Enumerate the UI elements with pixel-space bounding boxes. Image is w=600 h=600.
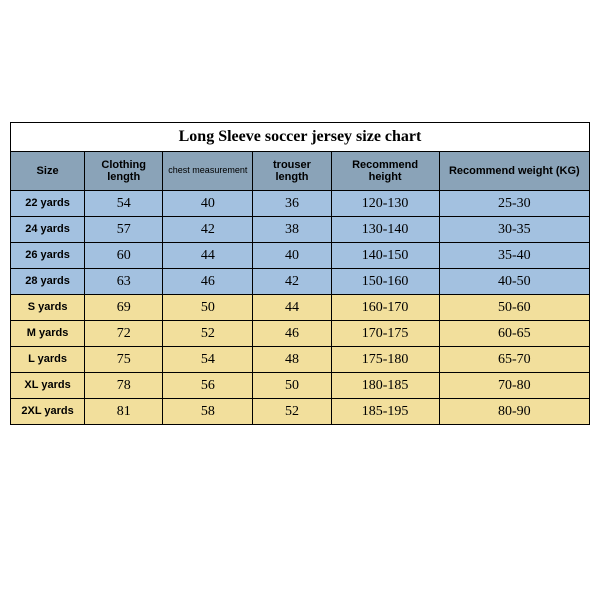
value-cell: 150-160 (331, 269, 439, 295)
value-cell: 35-40 (439, 243, 589, 269)
table-row: S yards695044160-17050-60 (11, 295, 590, 321)
value-cell: 46 (253, 321, 331, 347)
value-cell: 52 (253, 399, 331, 425)
value-cell: 40 (253, 243, 331, 269)
value-cell: 36 (253, 191, 331, 217)
size-cell: 2XL yards (11, 399, 85, 425)
col-header-2: chest measurement (163, 152, 253, 191)
col-header-0: Size (11, 152, 85, 191)
value-cell: 54 (85, 191, 163, 217)
col-header-3: trouser length (253, 152, 331, 191)
value-cell: 140-150 (331, 243, 439, 269)
table-row: XL yards785650180-18570-80 (11, 373, 590, 399)
value-cell: 44 (163, 243, 253, 269)
value-cell: 40 (163, 191, 253, 217)
size-cell: 22 yards (11, 191, 85, 217)
size-cell: L yards (11, 347, 85, 373)
value-cell: 72 (85, 321, 163, 347)
col-header-1: Clothing length (85, 152, 163, 191)
value-cell: 130-140 (331, 217, 439, 243)
value-cell: 56 (163, 373, 253, 399)
value-cell: 42 (163, 217, 253, 243)
value-cell: 54 (163, 347, 253, 373)
col-header-4: Recommend height (331, 152, 439, 191)
value-cell: 175-180 (331, 347, 439, 373)
value-cell: 70-80 (439, 373, 589, 399)
value-cell: 170-175 (331, 321, 439, 347)
table-row: 26 yards604440140-15035-40 (11, 243, 590, 269)
size-cell: 24 yards (11, 217, 85, 243)
value-cell: 46 (163, 269, 253, 295)
value-cell: 75 (85, 347, 163, 373)
table-row: 22 yards544036120-13025-30 (11, 191, 590, 217)
size-cell: XL yards (11, 373, 85, 399)
value-cell: 57 (85, 217, 163, 243)
table-row: L yards755448175-18065-70 (11, 347, 590, 373)
value-cell: 78 (85, 373, 163, 399)
value-cell: 50 (163, 295, 253, 321)
table-row: 28 yards634642150-16040-50 (11, 269, 590, 295)
value-cell: 69 (85, 295, 163, 321)
value-cell: 160-170 (331, 295, 439, 321)
size-cell: S yards (11, 295, 85, 321)
value-cell: 80-90 (439, 399, 589, 425)
value-cell: 50-60 (439, 295, 589, 321)
header-row: SizeClothing lengthchest measurementtrou… (11, 152, 590, 191)
value-cell: 60-65 (439, 321, 589, 347)
value-cell: 65-70 (439, 347, 589, 373)
value-cell: 63 (85, 269, 163, 295)
value-cell: 25-30 (439, 191, 589, 217)
value-cell: 52 (163, 321, 253, 347)
chart-title: Long Sleeve soccer jersey size chart (11, 123, 590, 152)
value-cell: 40-50 (439, 269, 589, 295)
value-cell: 81 (85, 399, 163, 425)
title-row: Long Sleeve soccer jersey size chart (11, 123, 590, 152)
value-cell: 58 (163, 399, 253, 425)
size-chart-table: Long Sleeve soccer jersey size chart Siz… (10, 122, 590, 425)
value-cell: 42 (253, 269, 331, 295)
value-cell: 44 (253, 295, 331, 321)
value-cell: 30-35 (439, 217, 589, 243)
size-cell: M yards (11, 321, 85, 347)
value-cell: 180-185 (331, 373, 439, 399)
value-cell: 185-195 (331, 399, 439, 425)
table-row: 24 yards574238130-14030-35 (11, 217, 590, 243)
value-cell: 60 (85, 243, 163, 269)
value-cell: 50 (253, 373, 331, 399)
table-row: 2XL yards815852185-19580-90 (11, 399, 590, 425)
value-cell: 120-130 (331, 191, 439, 217)
table-row: M yards725246170-17560-65 (11, 321, 590, 347)
col-header-5: Recommend weight (KG) (439, 152, 589, 191)
size-cell: 26 yards (11, 243, 85, 269)
size-cell: 28 yards (11, 269, 85, 295)
value-cell: 48 (253, 347, 331, 373)
value-cell: 38 (253, 217, 331, 243)
